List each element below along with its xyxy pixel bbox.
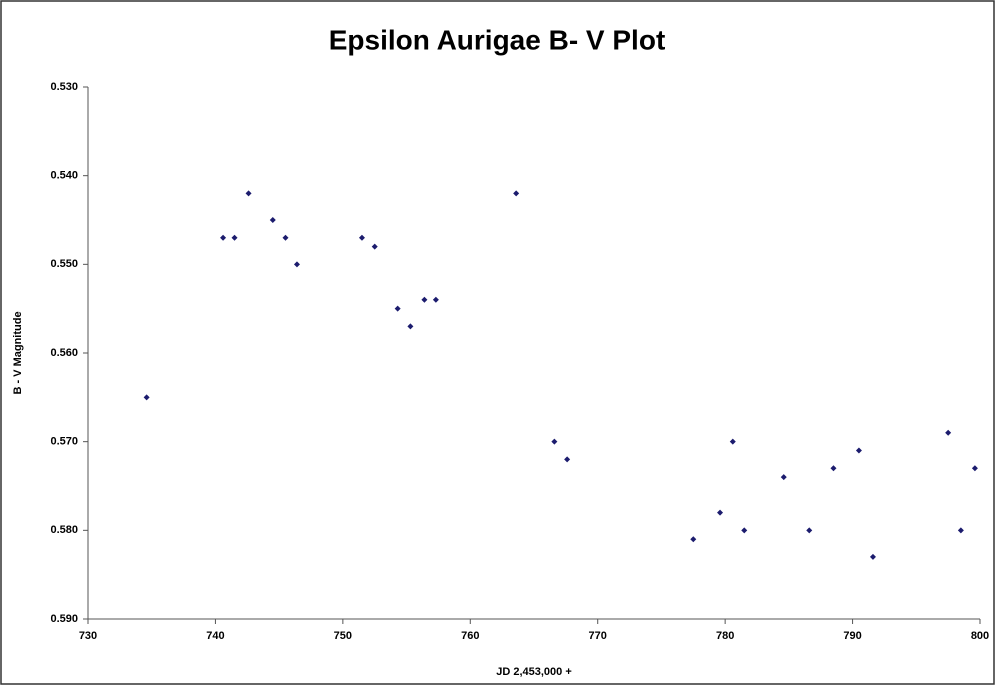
point [690,536,697,543]
point [806,527,813,534]
x-tick-label: 780 [716,630,734,642]
x-tick-label: 790 [843,630,861,642]
x-axis-label: JD 2,453,000 + [496,666,572,678]
point [780,474,787,481]
point [855,447,862,454]
y-tick-label: 0.560 [50,347,78,359]
point [394,305,401,312]
point [717,509,724,516]
y-tick-label: 0.530 [50,81,78,93]
point [971,465,978,472]
y-tick-label: 0.550 [50,258,78,270]
point [282,234,289,241]
point [245,190,252,197]
x-tick-label: 750 [334,630,352,642]
point [729,438,736,445]
point [269,217,276,223]
point [830,465,837,472]
x-tick-label: 760 [461,630,479,642]
point [551,438,558,445]
y-tick-label: 0.540 [50,170,78,182]
y-axis-label: B - V Magnitude [12,311,24,394]
point [371,243,378,250]
point [220,234,227,241]
point [513,190,520,197]
point [231,234,238,241]
point [564,456,571,463]
y-tick-label: 0.580 [50,524,78,536]
chart-title: Epsilon Aurigae B- V Plot [329,24,666,55]
point [945,429,952,436]
x-tick-label: 800 [971,630,989,642]
x-tick-label: 730 [79,630,97,642]
point [432,296,439,303]
point [407,323,414,330]
point [957,527,964,534]
y-tick-label: 0.570 [50,436,78,448]
point [143,394,150,401]
x-tick-label: 770 [589,630,607,642]
point [293,261,300,268]
point [421,296,428,303]
point [869,553,876,560]
point [358,234,365,241]
x-tick-label: 740 [206,630,224,642]
point [741,527,748,534]
y-tick-label: 0.590 [50,613,78,625]
